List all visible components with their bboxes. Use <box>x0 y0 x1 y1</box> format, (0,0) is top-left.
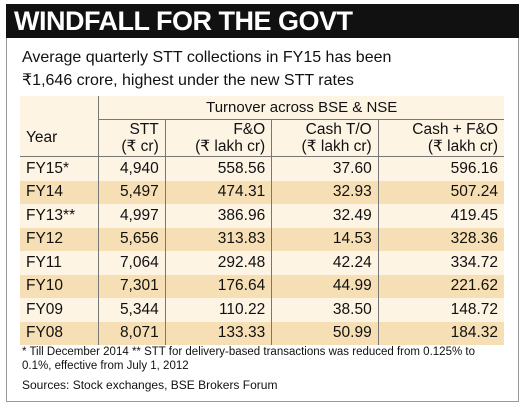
cell: 148.72 <box>377 298 504 322</box>
cell: 38.50 <box>271 298 379 322</box>
column-header-line: (₹ lakh cr) <box>427 138 498 155</box>
table-row: FY09 5,344 110.22 38.50 148.72 <box>20 298 504 322</box>
column-row: Year STT (₹ cr) F&O (₹ lakh cr) Cash T/O (₹ la… <box>20 119 504 157</box>
cell: 8,071 <box>98 321 166 345</box>
cell: 5,656 <box>98 227 166 251</box>
column-header-line: STT <box>129 121 159 138</box>
column-header: Cash + F&O (₹ lakh cr) <box>377 119 504 157</box>
cell: 110.22 <box>164 298 272 322</box>
cell: 44.99 <box>271 274 379 298</box>
column-header-line: Cash T/O <box>305 121 372 138</box>
cell: 313.83 <box>164 227 272 251</box>
column-header-line: (₹ cr) <box>121 138 159 155</box>
column-header-line: Year <box>26 129 58 147</box>
table-body: FY15* 4,940 558.56 37.60 596.16 FY14 5,497 474.… <box>20 156 504 345</box>
column-header: Year <box>20 119 99 157</box>
column-header-line: (₹ lakh cr) <box>301 138 372 155</box>
table-row: FY11 7,064 292.48 42.24 334.72 <box>20 251 504 275</box>
year-cell: FY11 <box>26 253 62 271</box>
blank <box>20 96 99 120</box>
cell: 474.31 <box>164 180 272 204</box>
column-header: STT (₹ cr) <box>98 119 166 157</box>
year-cell: FY09 <box>26 300 64 318</box>
cell: 5,344 <box>98 298 166 322</box>
cell: 596.16 <box>377 156 504 181</box>
cell: 14.53 <box>271 227 379 251</box>
cell: 558.56 <box>164 156 272 181</box>
cell: 5,497 <box>98 180 166 204</box>
cell: 4,997 <box>98 204 166 228</box>
cell: 37.60 <box>271 156 379 181</box>
year-cell: FY13** <box>26 206 76 224</box>
cell: 334.72 <box>377 251 504 275</box>
cell: 221.62 <box>377 274 504 298</box>
cell: 7,064 <box>98 251 166 275</box>
column-header: F&O (₹ lakh cr) <box>164 119 272 157</box>
frame <box>6 38 519 402</box>
cell: 507.24 <box>377 180 504 204</box>
group-header: Turnover across BSE & NSE <box>98 96 504 120</box>
cell: 176.64 <box>164 274 272 298</box>
cell: 419.45 <box>377 204 504 228</box>
cell: 32.49 <box>271 204 379 228</box>
cell: 133.33 <box>164 321 272 345</box>
group-row: Turnover across BSE & NSE <box>20 96 504 120</box>
intro: Average quarterly STT collections in FY1… <box>22 49 392 89</box>
column-header-line: (₹ lakh cr) <box>195 138 266 155</box>
cell: 184.32 <box>377 321 504 345</box>
column-header-line: F&O <box>233 121 266 138</box>
year-cell: FY15* <box>26 159 70 177</box>
data-table: Turnover across BSE & NSE Year STT (₹ cr) F… <box>20 96 504 345</box>
sources: Sources: Stock exchanges, BSE Brokers Fo… <box>22 378 278 392</box>
cell: 50.99 <box>271 321 379 345</box>
cell: 328.36 <box>377 227 504 251</box>
cell: 4,940 <box>98 156 166 181</box>
cell: 292.48 <box>164 251 272 275</box>
cell: 42.24 <box>271 251 379 275</box>
year-cell: FY12 <box>26 230 64 248</box>
table-row: FY13** 4,997 386.96 32.49 419.45 <box>20 204 504 228</box>
cell: 7,301 <box>98 274 166 298</box>
table-row: FY12 5,656 313.83 14.53 328.36 <box>20 227 504 251</box>
table-row: FY15* 4,940 558.56 37.60 596.16 <box>20 156 504 181</box>
year-cell: FY14 <box>26 183 64 201</box>
cell: 386.96 <box>164 204 272 228</box>
table-head: Turnover across BSE & NSE Year STT (₹ cr) F… <box>20 96 504 157</box>
column-header: Cash T/O (₹ lakh cr) <box>271 119 379 157</box>
table-row: FY08 8,071 133.33 50.99 184.32 <box>20 321 504 345</box>
year-cell: FY08 <box>26 324 64 342</box>
column-header-line: Cash + F&O <box>412 121 498 138</box>
table-row: FY10 7,301 176.64 44.99 221.62 <box>20 274 504 298</box>
title: WINDFALL FOR THE GOVT <box>6 4 519 38</box>
table-row: FY14 5,497 474.31 32.93 507.24 <box>20 180 504 204</box>
footnote: * Till December 2014 ** STT for delivery… <box>22 346 475 372</box>
cell: 32.93 <box>271 180 379 204</box>
year-cell: FY10 <box>26 277 64 295</box>
